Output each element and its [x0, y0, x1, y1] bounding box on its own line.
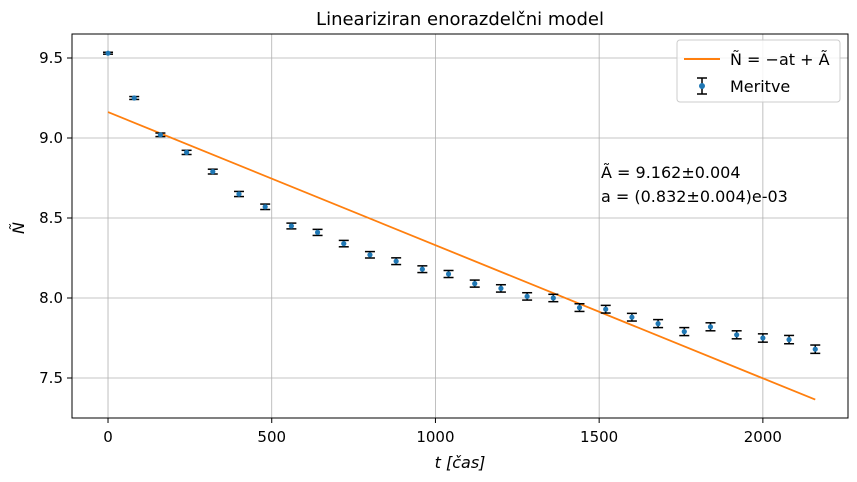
x-axis-label: t [čas]: [435, 453, 486, 472]
marker: [445, 271, 452, 277]
data-point: [522, 291, 533, 301]
marker: [550, 295, 556, 301]
data-point: [233, 190, 244, 198]
marker: [655, 321, 661, 327]
data-point: [626, 312, 637, 322]
data-point: [207, 168, 218, 175]
marker: [419, 266, 425, 272]
marker: [157, 132, 164, 138]
x-tick-label: 1500: [580, 428, 618, 446]
data-point: [103, 50, 114, 56]
legend-box: [676, 39, 841, 103]
data-point: [653, 318, 664, 329]
marker: [105, 50, 111, 56]
marker: [210, 169, 216, 175]
legend-fit-label: Ñ = −at + Ã: [730, 50, 830, 69]
marker: [734, 332, 740, 338]
data-point: [731, 330, 742, 340]
marker: [288, 223, 294, 229]
marker: [262, 204, 268, 210]
y-axis-label: Ñ: [9, 222, 28, 234]
marker: [707, 324, 714, 330]
data-point: [548, 293, 559, 303]
marker: [576, 305, 583, 311]
data-point: [338, 239, 349, 248]
legend: Ñ = −at + Ã Meritve: [676, 39, 841, 103]
data-points-layer: [103, 50, 821, 355]
marker: [393, 258, 399, 264]
data-point: [574, 303, 585, 313]
data-point: [600, 304, 611, 314]
y-tick-label: 8.0: [39, 289, 63, 307]
y-tick-label: 9.5: [39, 49, 63, 67]
data-point: [155, 132, 166, 138]
marker: [524, 293, 530, 299]
data-point: [312, 228, 323, 237]
marker: [629, 314, 635, 320]
marker: [314, 229, 321, 235]
data-point: [417, 265, 428, 274]
marker: [131, 95, 137, 101]
y-tick-label: 9.0: [39, 129, 63, 147]
axis-ticks: 0 500 1000 1500 2000 7.5 8.0 8.5 9.0 9.5: [39, 49, 782, 446]
marker: [786, 337, 792, 343]
fit-line: [107, 111, 816, 401]
annotation-amplitude: Ã = 9.162±0.004: [601, 163, 741, 182]
data-point: [391, 257, 402, 266]
fit-line-layer: [107, 111, 816, 401]
marker: [367, 252, 373, 258]
x-tick-label: 2000: [744, 428, 782, 446]
data-point: [757, 333, 768, 343]
marker: [681, 329, 687, 335]
data-point: [469, 279, 480, 288]
legend-data-swatch: [697, 77, 707, 95]
data-point: [443, 269, 454, 279]
plot-frame: [71, 33, 849, 419]
data-point: [810, 344, 821, 355]
x-tick-label: 1000: [416, 428, 454, 446]
data-point: [286, 222, 297, 230]
marker: [236, 191, 242, 197]
legend-data-label: Meritve: [730, 77, 790, 96]
y-tick-label: 7.5: [39, 369, 63, 387]
marker: [472, 281, 478, 287]
y-tick-label: 8.5: [39, 209, 63, 227]
x-tick-label: 0: [103, 428, 113, 446]
data-point: [705, 322, 716, 332]
x-tick-label: 500: [257, 428, 286, 446]
data-point: [260, 203, 271, 211]
marker: [812, 346, 818, 352]
annotation-slope: a = (0.832±0.004)e-03: [601, 187, 788, 206]
data-point: [495, 283, 506, 293]
chart-title: Lineariziran enorazdelčni model: [316, 9, 604, 30]
marker: [760, 335, 766, 341]
marker: [341, 241, 347, 247]
data-point: [364, 250, 375, 259]
data-point: [784, 334, 795, 345]
data-point: [129, 95, 140, 101]
marker: [498, 285, 504, 291]
data-point: [679, 326, 690, 337]
data-point: [181, 149, 192, 156]
marker: [183, 149, 190, 155]
marker: [603, 306, 609, 312]
